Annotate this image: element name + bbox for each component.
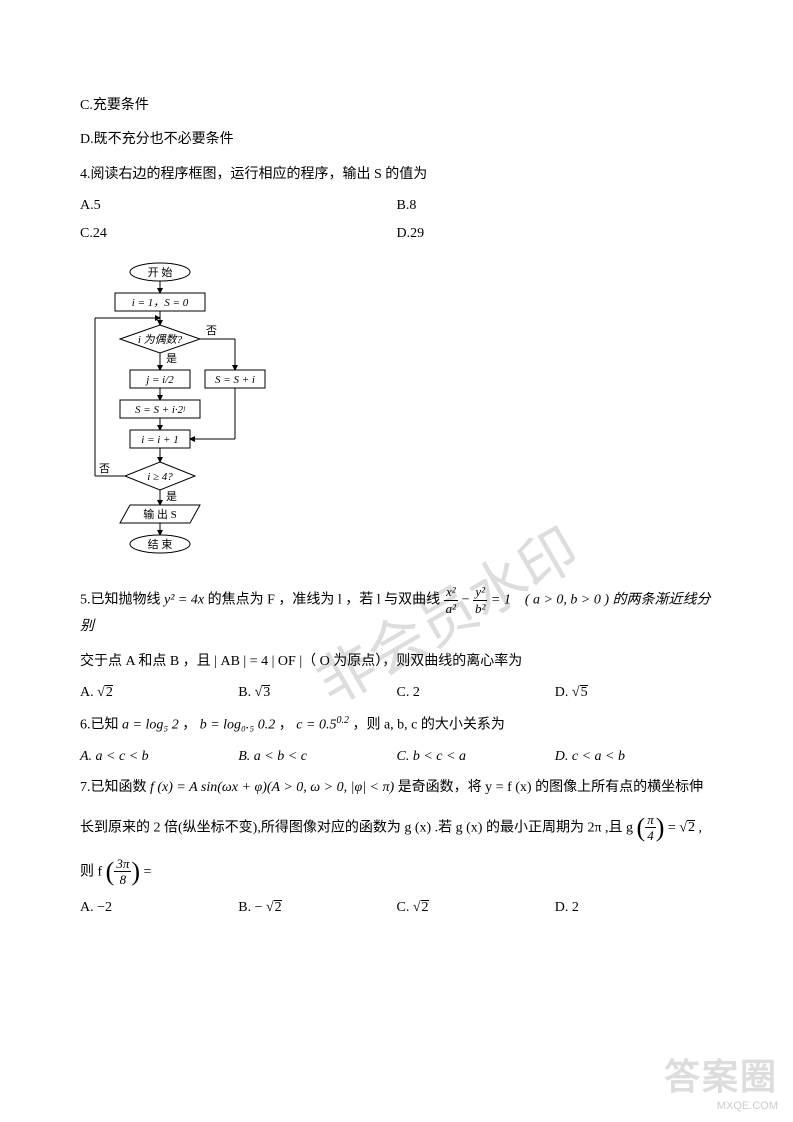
page-content: C.充要条件 D.既不充分也不必要条件 4.阅读右边的程序框图，运行相应的程序，… [0,0,793,916]
q3-option-c: C.充要条件 [80,95,713,117]
svg-text:S = S + i·2ʲ: S = S + i·2ʲ [135,404,186,416]
q5-a-pre: A. [80,685,97,700]
q4-option-a: A.5 [80,198,397,214]
q7-g-arg: π4 [645,812,656,844]
q6-s1: ， [182,718,196,733]
q4-options-row1: A.5 B.8 [80,198,713,214]
q5-d-pre: D. [555,685,572,700]
q6-c-exp: 0.2 [336,715,349,726]
q6-option-b: B. a < b < c [238,749,396,765]
q7-l1-pre: 7.已知函数 [80,780,150,795]
q5-prefix: 5.已知抛物线 [80,592,164,607]
q5-hyper-term2: y²b² [473,584,487,616]
q7-stem-line1: 7.已知函数 f (x) = A sin(ωx + φ)(A > 0, ω > … [80,777,713,799]
svg-text:i = 1，S = 0: i = 1，S = 0 [132,297,189,309]
q6-pre: 6.已知 [80,718,122,733]
q5-b-pre: B. [238,685,254,700]
q7-stem-line2: 长到原来的 2 倍(纵坐标不变),所得图像对应的函数为 g (x) .若 g (… [80,812,713,844]
q4-stem: 4.阅读右边的程序框图，运行相应的程序，输出 S 的值为 [80,164,713,186]
q5-option-a: A. √2 [80,685,238,701]
svg-text:i 为偶数?: i 为偶数? [138,333,183,346]
q7-b-val: 2 [274,900,282,915]
q7-c-pre: C. [397,900,413,915]
q7-l2-pre: 长到原来的 2 倍(纵坐标不变),所得图像对应的函数为 g (x) .若 g (… [80,820,633,835]
svg-text:j = i/2: j = i/2 [144,374,174,386]
q4-option-c: C.24 [80,226,397,242]
svg-text:是: 是 [166,490,177,503]
q7-f-num: 3π [114,856,131,873]
q6-b: b = log₀.₅ 0.2 [200,718,276,733]
svg-text:是: 是 [166,352,177,365]
svg-text:输 出 S: 输 出 S [143,507,177,521]
q5-option-c: C. 2 [397,685,555,701]
q5-parabola: y² = 4x [164,592,204,607]
q7-f-arg: 3π8 [114,856,131,888]
q6-post: ，则 a, b, c 的大小关系为 [352,718,504,733]
svg-text:开 始: 开 始 [148,265,173,279]
q7-option-c: C. √2 [397,900,555,916]
q7-eq: = [668,820,679,835]
q5-num2: y² [473,584,487,601]
q7-option-d: D. 2 [555,900,713,916]
svg-text:S = S + i: S = S + i [215,374,255,386]
corner-watermark-big: 答案圈 [664,1048,778,1100]
q4-option-b: B.8 [397,198,714,214]
corner-watermark: 答案圈 MXQE.COM [664,1048,778,1112]
q5-stem-line1: 5.已知抛物线 y² = 4x 的焦点为 F ，准线为 l ，若 l 与双曲线 … [80,584,713,639]
q7-fx: f (x) = A sin(ωx + φ)(A > 0, ω > 0, |φ| … [150,780,394,795]
q6-options: A. a < c < b B. a < b < c C. b < c < a D… [80,749,713,765]
q5-options: A. √2 B. √3 C. 2 D. √5 [80,685,713,701]
q7-l1-post: 是奇函数，将 y = f (x) 的图像上所有点的横坐标伸 [398,780,703,795]
q5-stem-line2: 交于点 A 和点 B ，且 | AB | = 4 | OF |（ O 为原点），… [80,651,713,673]
q7-g-den: 4 [645,828,656,844]
q7-b-pre: B. − [238,900,266,915]
q6-a: a = log₅ 2 [122,718,179,733]
svg-text:否: 否 [206,325,217,337]
q5-mid1: 的焦点为 F ，准线为 l ，若 l 与双曲线 [208,592,444,607]
q7-g-num: π [645,812,656,829]
q3-option-d: D.既不充分也不必要条件 [80,129,713,151]
svg-text:结 束: 结 束 [148,538,173,551]
q5-hyper-term1: x²a² [444,584,458,616]
q6-s2: ， [279,718,293,733]
q7-l3-pre: 则 f [80,864,106,879]
corner-watermark-url: MXQE.COM [664,1100,778,1112]
q7-option-b: B. − √2 [238,900,396,916]
svg-text:否: 否 [99,463,110,475]
q5-den1: a² [444,601,458,617]
q7-c-val: 2 [421,900,429,915]
q6-option-c: C. b < c < a [397,749,555,765]
q7-options: A. −2 B. − √2 C. √2 D. 2 [80,900,713,916]
q6-option-d: D. c < a < b [555,749,713,765]
q5-option-b: B. √3 [238,685,396,701]
q7-l3-post: = [144,864,152,879]
q5-a-val: 2 [105,685,113,700]
q5-b-val: 3 [262,685,270,700]
svg-text:i ≥ 4?: i ≥ 4? [147,471,173,483]
q7-f-den: 8 [114,872,131,888]
q7-stem-line3: 则 f (3π8) = [80,856,713,888]
q5-minus: − [462,592,473,607]
q6-stem: 6.已知 a = log₅ 2 ， b = log₀.₅ 0.2 ， c = 0… [80,713,713,737]
q5-option-d: D. √5 [555,685,713,701]
q7-rhs: 2 [687,820,695,835]
q7-option-a: A. −2 [80,900,238,916]
q6-option-a: A. a < c < b [80,749,238,765]
svg-text:i = i + 1: i = i + 1 [141,434,178,446]
q4-options-row2: C.24 D.29 [80,226,713,242]
q5-d-val: 5 [580,685,588,700]
q4-option-d: D.29 [397,226,714,242]
q5-den2: b² [473,601,487,617]
q5-num1: x² [444,584,458,601]
flowchart: 开 始 i = 1，S = 0 i 为偶数? 否 是 j = i/2 S = S… [80,254,240,569]
q6-c: c = 0.5 [296,718,336,733]
q7-l2-post: , [699,820,703,835]
